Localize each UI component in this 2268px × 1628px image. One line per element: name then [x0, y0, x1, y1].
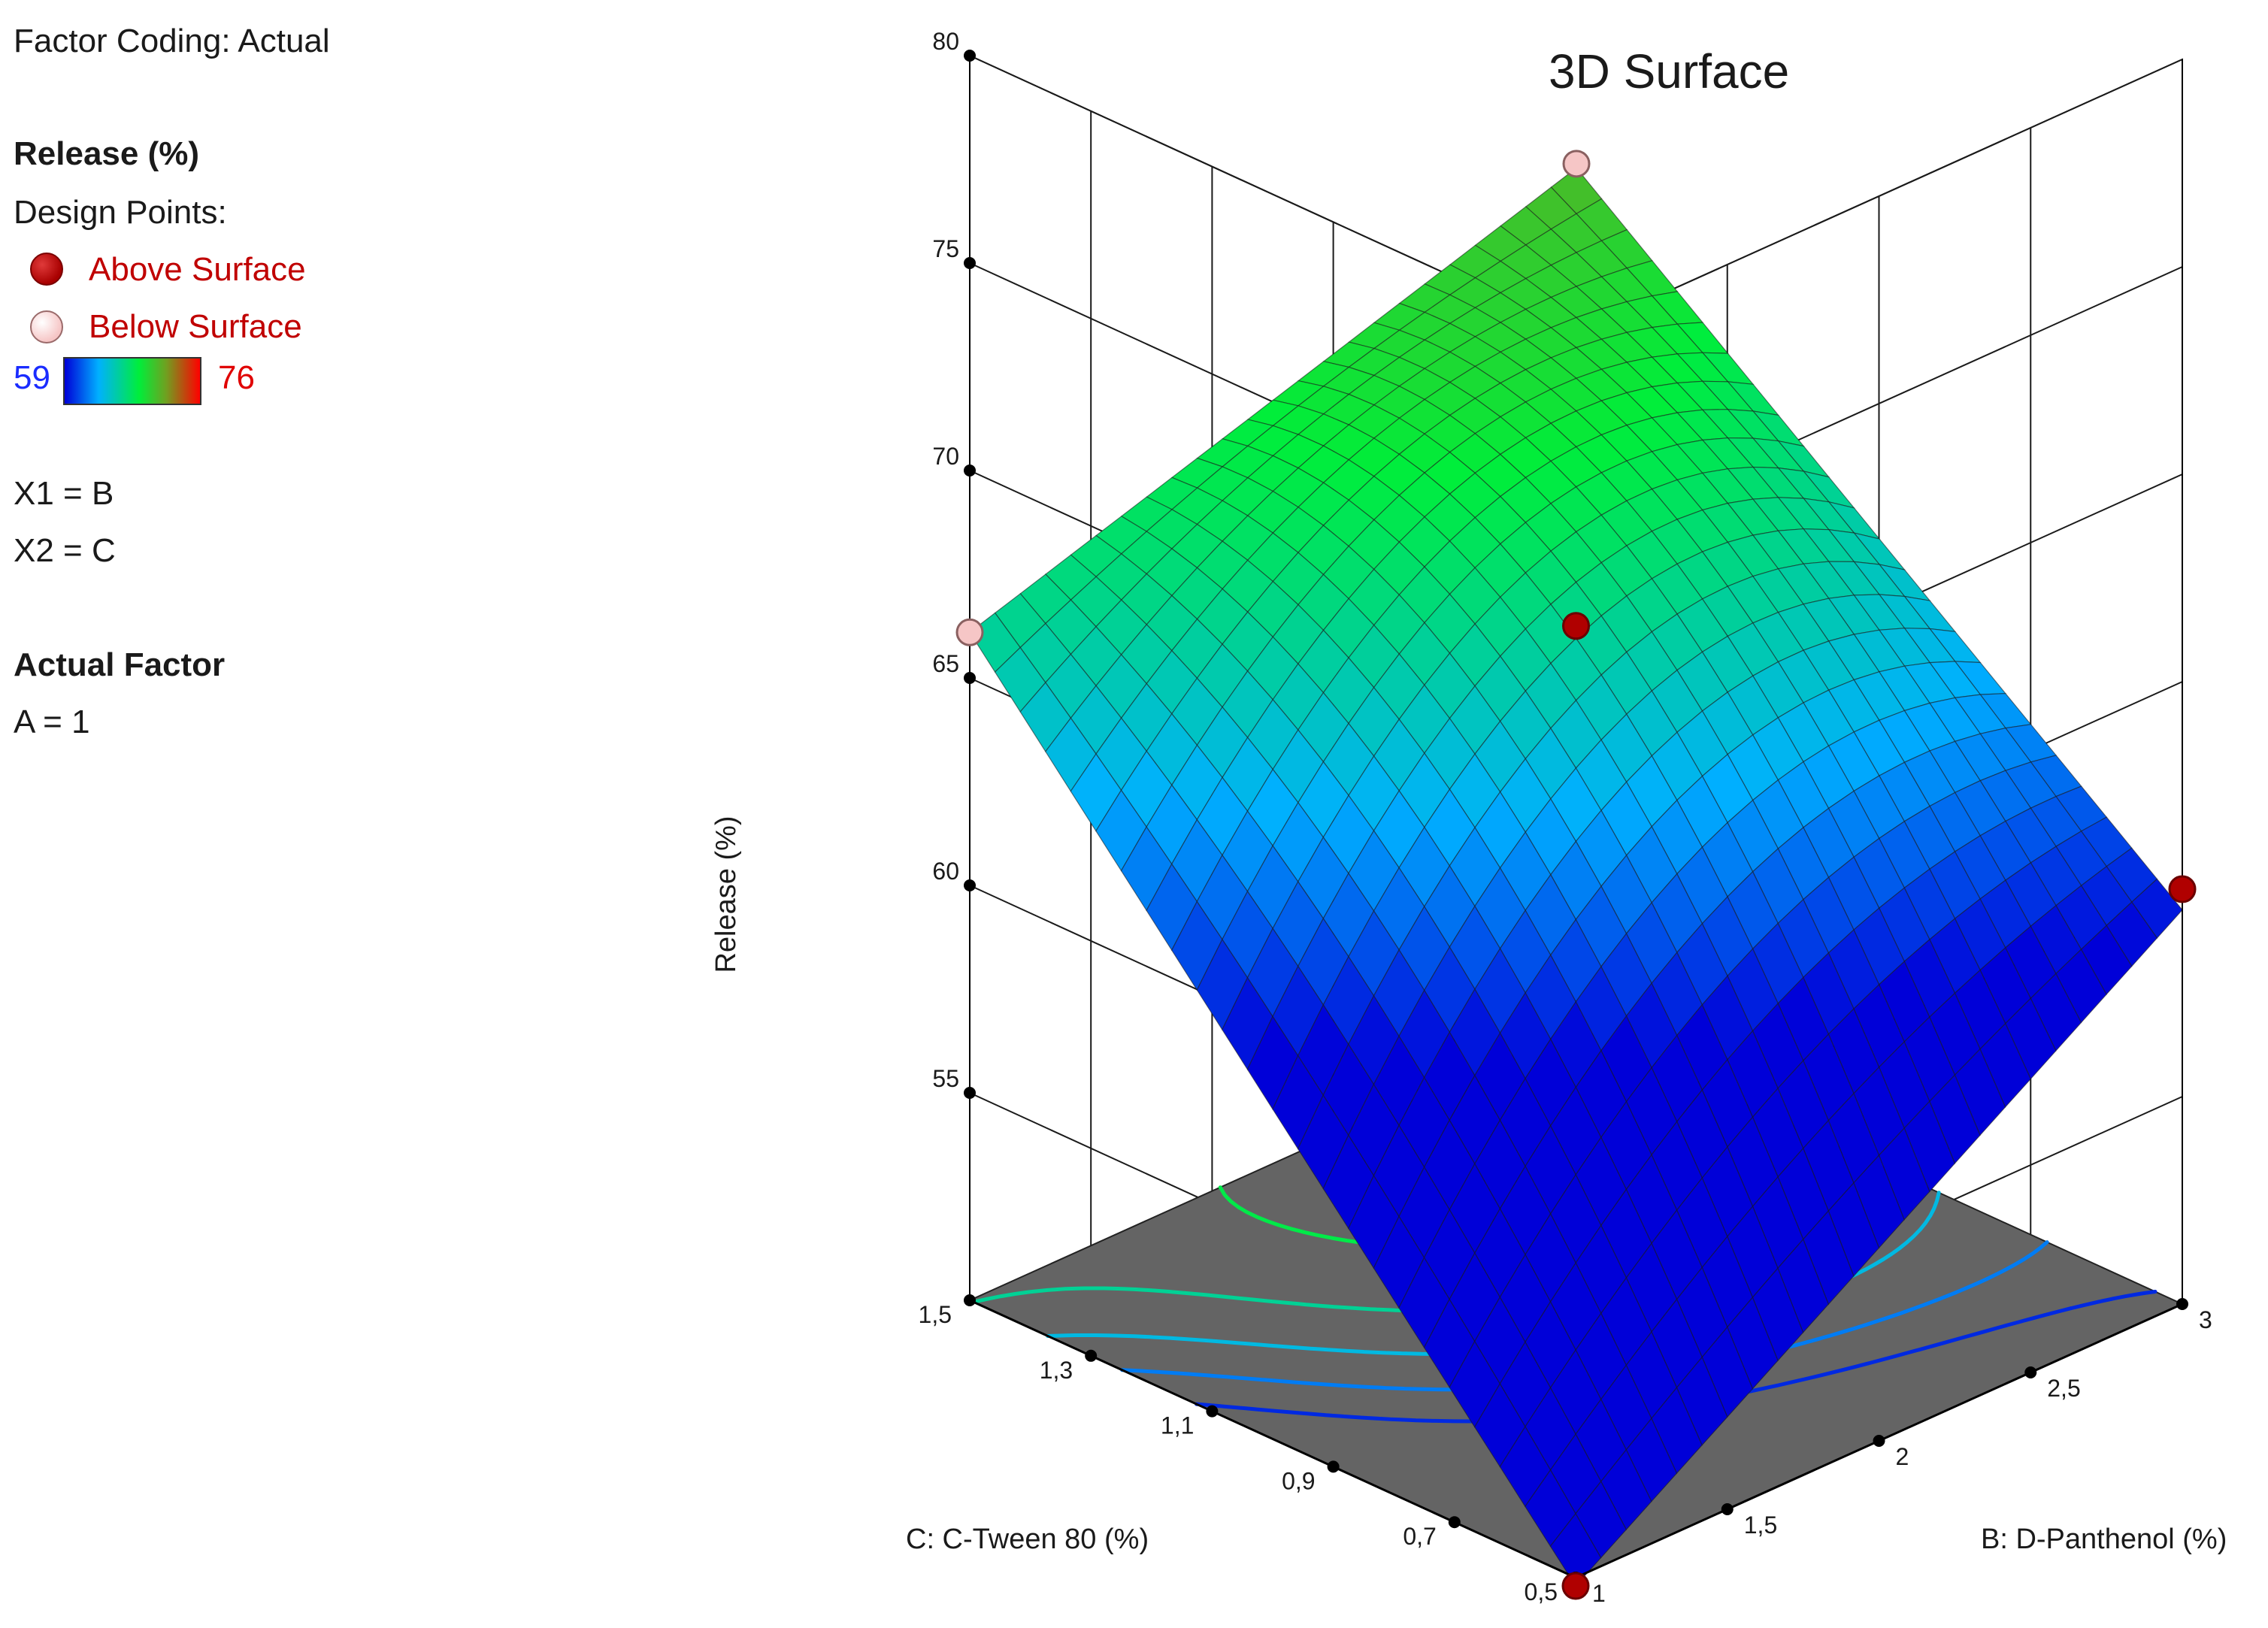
release-axis-tick-label: 65: [932, 650, 959, 677]
design-point-above: [2168, 875, 2197, 903]
release-axis-tick-label: 75: [932, 235, 959, 262]
above-surface-marker-icon: [30, 253, 63, 286]
chart-title: 3D Surface: [1549, 44, 1790, 98]
release-axis-tick: [964, 50, 976, 62]
release-axis-tick-label: 80: [932, 28, 959, 55]
b-axis-tick: [1873, 1435, 1885, 1447]
below-surface-label: Below Surface: [89, 308, 302, 345]
release-axis-tick-label: 55: [932, 1065, 959, 1092]
c-axis-tick: [1085, 1349, 1098, 1362]
front-axes: [964, 50, 2188, 1584]
c-axis-tick: [1206, 1405, 1219, 1418]
b-axis-tick-label: 3: [2199, 1306, 2212, 1333]
release-axis-tick: [964, 672, 976, 684]
legend-panel: Factor Coding: Actual Release (%) Design…: [14, 0, 540, 752]
b-axis-tick-label: 1: [1592, 1580, 1606, 1607]
b-axis-tick: [2176, 1298, 2188, 1310]
b-axis-title: B: D-Panthenol (%): [1981, 1524, 2227, 1555]
c-axis-tick: [1448, 1516, 1461, 1529]
actual-factor-value: A = 1: [14, 704, 90, 740]
c-axis-tick: [1327, 1460, 1340, 1473]
release-axis-tick: [964, 464, 976, 477]
x1-definition: X1 = B: [14, 475, 114, 512]
release-axis-tick: [964, 879, 976, 891]
response-surface: [969, 167, 2183, 1587]
release-axis-tick: [964, 1087, 976, 1099]
design-point-below: [955, 618, 984, 646]
release-axis-tick: [964, 257, 976, 269]
c-axis-tick-label: 1,5: [919, 1301, 952, 1328]
surface-patch: [1549, 1512, 1602, 1587]
c-axis-line: [969, 1299, 1576, 1579]
colorbar-max-label: 76: [218, 359, 255, 396]
x2-definition: X2 = C: [14, 532, 116, 569]
design-points: [955, 150, 2197, 1600]
c-axis-title: C: C-Tween 80 (%): [906, 1524, 1149, 1555]
below-surface-marker-icon: [30, 310, 63, 343]
axis-labels: 1 1,5 2 2,5 3 0,5 0,7 0,9 1,1 1,3 1,5 55 60 65 70 75 80 B…: [710, 28, 2227, 1607]
b-axis-tick-label: 2,5: [2047, 1375, 2080, 1402]
c-axis-tick-label: 0,7: [1403, 1523, 1436, 1550]
release-axis-tick-label: 70: [932, 443, 959, 470]
b-axis-tick-label: 2: [1896, 1443, 1909, 1470]
factor-coding-label: Factor Coding: Actual: [14, 23, 330, 59]
design-points-label: Design Points:: [14, 194, 227, 231]
c-axis-tick-label: 1,3: [1040, 1357, 1073, 1384]
release-axis-tick-label: 60: [932, 858, 959, 885]
actual-factor-title: Actual Factor: [14, 646, 226, 683]
b-axis-tick: [1721, 1503, 1734, 1515]
c-axis-tick: [964, 1294, 976, 1306]
design-point-above: [1562, 612, 1590, 640]
c-axis-tick-label: 0,5: [1525, 1578, 1558, 1605]
b-axis-tick-label: 1,5: [1744, 1511, 1777, 1539]
design-point-above: [1561, 1572, 1590, 1600]
colorbar-min-label: 59: [14, 359, 50, 396]
above-surface-label: Above Surface: [89, 251, 306, 288]
c-axis-tick-label: 1,1: [1161, 1412, 1194, 1439]
release-axis-title: Release (%): [710, 816, 742, 973]
c-axis-tick-label: 0,9: [1282, 1467, 1315, 1494]
design-point-below: [1562, 150, 1591, 178]
b-axis-tick: [2024, 1366, 2037, 1378]
response-title: Release (%): [14, 135, 200, 172]
colorbar: [63, 357, 201, 405]
